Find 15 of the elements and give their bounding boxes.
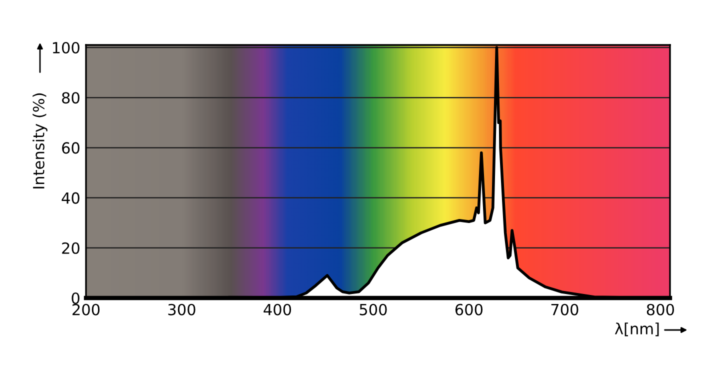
x-tick-label: 200 [72,304,100,316]
x-axis-title: λ[nm] [614,322,659,336]
x-tick-label: 300 [168,304,196,316]
x-tick-label: 600 [455,304,483,316]
x-tick-label: 400 [264,304,292,316]
y-tick-label: 20 [62,242,80,254]
y-tick-label: 40 [62,192,80,204]
x-tick-label: 500 [360,304,387,316]
y-axis-title: Intensity (%) [32,93,48,188]
x-tick-label: 700 [551,304,578,316]
y-tick-label: 100 [52,42,80,54]
y-tick-label: 80 [62,92,80,104]
y-tick-label: 0 [72,292,80,304]
y-tick-label: 60 [62,142,80,154]
x-tick-label: 800 [646,304,674,316]
